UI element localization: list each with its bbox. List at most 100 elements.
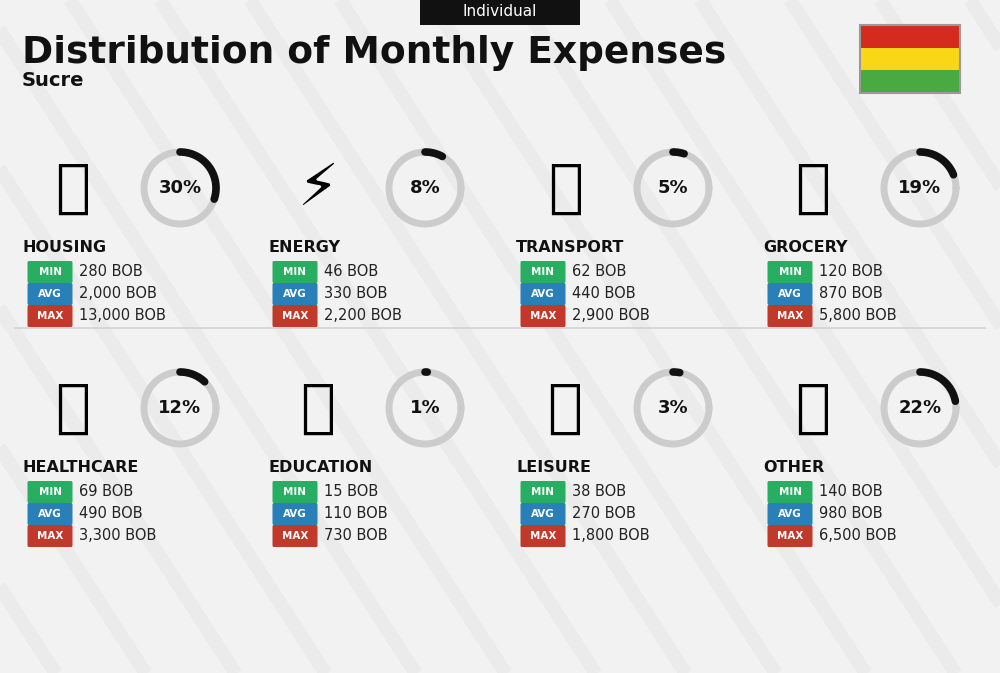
Text: ENERGY: ENERGY	[268, 240, 340, 256]
Text: OTHER: OTHER	[763, 460, 824, 476]
Text: 💰: 💰	[796, 380, 830, 437]
Text: 15 BOB: 15 BOB	[324, 485, 378, 499]
FancyBboxPatch shape	[860, 25, 960, 48]
FancyBboxPatch shape	[28, 283, 72, 305]
Text: TRANSPORT: TRANSPORT	[516, 240, 624, 256]
Text: MIN: MIN	[778, 487, 802, 497]
Text: Distribution of Monthly Expenses: Distribution of Monthly Expenses	[22, 35, 726, 71]
Text: GROCERY: GROCERY	[763, 240, 848, 256]
Text: 46 BOB: 46 BOB	[324, 264, 378, 279]
Text: EDUCATION: EDUCATION	[268, 460, 372, 476]
Text: 730 BOB: 730 BOB	[324, 528, 388, 544]
Text: MIN: MIN	[532, 267, 554, 277]
Text: 270 BOB: 270 BOB	[572, 507, 636, 522]
Text: 13,000 BOB: 13,000 BOB	[79, 308, 166, 324]
Text: HOUSING: HOUSING	[23, 240, 107, 256]
FancyBboxPatch shape	[272, 261, 318, 283]
Text: 1,800 BOB: 1,800 BOB	[572, 528, 650, 544]
Text: AVG: AVG	[283, 509, 307, 519]
FancyBboxPatch shape	[28, 481, 72, 503]
Text: HEALTHCARE: HEALTHCARE	[23, 460, 139, 476]
Text: LEISURE: LEISURE	[516, 460, 591, 476]
Text: 2,000 BOB: 2,000 BOB	[79, 287, 157, 302]
Text: 69 BOB: 69 BOB	[79, 485, 133, 499]
Text: 30%: 30%	[158, 179, 202, 197]
FancyBboxPatch shape	[520, 481, 566, 503]
Text: AVG: AVG	[531, 509, 555, 519]
Text: MAX: MAX	[777, 311, 803, 321]
Text: 🏢: 🏢	[56, 160, 90, 217]
FancyBboxPatch shape	[768, 305, 812, 327]
FancyBboxPatch shape	[520, 525, 566, 547]
FancyBboxPatch shape	[272, 525, 318, 547]
Text: AVG: AVG	[778, 509, 802, 519]
Text: MAX: MAX	[37, 531, 63, 541]
FancyBboxPatch shape	[28, 503, 72, 525]
Text: AVG: AVG	[283, 289, 307, 299]
FancyBboxPatch shape	[768, 283, 812, 305]
Text: 🏥: 🏥	[56, 380, 90, 437]
Text: MIN: MIN	[284, 487, 306, 497]
Text: ⚡: ⚡	[298, 160, 338, 217]
Text: AVG: AVG	[778, 289, 802, 299]
FancyBboxPatch shape	[28, 305, 72, 327]
Text: 6,500 BOB: 6,500 BOB	[819, 528, 897, 544]
FancyBboxPatch shape	[860, 48, 960, 71]
Text: 1%: 1%	[410, 399, 440, 417]
Text: 62 BOB: 62 BOB	[572, 264, 626, 279]
FancyBboxPatch shape	[272, 481, 318, 503]
Text: 🛒: 🛒	[796, 160, 830, 217]
Text: 5%: 5%	[658, 179, 688, 197]
Text: 5,800 BOB: 5,800 BOB	[819, 308, 897, 324]
Text: 980 BOB: 980 BOB	[819, 507, 883, 522]
FancyBboxPatch shape	[768, 503, 812, 525]
Text: AVG: AVG	[531, 289, 555, 299]
FancyBboxPatch shape	[28, 261, 72, 283]
FancyBboxPatch shape	[28, 525, 72, 547]
Text: MIN: MIN	[38, 267, 62, 277]
Text: 280 BOB: 280 BOB	[79, 264, 143, 279]
Text: MIN: MIN	[284, 267, 306, 277]
FancyBboxPatch shape	[272, 503, 318, 525]
Text: Sucre: Sucre	[22, 71, 84, 90]
FancyBboxPatch shape	[520, 283, 566, 305]
Text: 2,900 BOB: 2,900 BOB	[572, 308, 650, 324]
Text: MAX: MAX	[777, 531, 803, 541]
Text: MIN: MIN	[38, 487, 62, 497]
Text: Individual: Individual	[463, 5, 537, 20]
Text: MAX: MAX	[282, 531, 308, 541]
FancyBboxPatch shape	[768, 525, 812, 547]
Text: 🎓: 🎓	[300, 380, 336, 437]
FancyBboxPatch shape	[420, 0, 580, 25]
Text: MIN: MIN	[778, 267, 802, 277]
FancyBboxPatch shape	[768, 261, 812, 283]
FancyBboxPatch shape	[520, 503, 566, 525]
FancyBboxPatch shape	[272, 283, 318, 305]
Text: AVG: AVG	[38, 509, 62, 519]
Text: MIN: MIN	[532, 487, 554, 497]
Text: 🛍️: 🛍️	[548, 380, 584, 437]
Text: 12%: 12%	[158, 399, 202, 417]
Text: MAX: MAX	[282, 311, 308, 321]
Text: 140 BOB: 140 BOB	[819, 485, 883, 499]
Text: 3%: 3%	[658, 399, 688, 417]
Text: 🚌: 🚌	[548, 160, 584, 217]
Text: MAX: MAX	[530, 311, 556, 321]
FancyBboxPatch shape	[520, 305, 566, 327]
FancyBboxPatch shape	[768, 481, 812, 503]
Text: 3,300 BOB: 3,300 BOB	[79, 528, 156, 544]
Text: 110 BOB: 110 BOB	[324, 507, 388, 522]
Text: AVG: AVG	[38, 289, 62, 299]
Text: 38 BOB: 38 BOB	[572, 485, 626, 499]
Text: 330 BOB: 330 BOB	[324, 287, 387, 302]
Text: 22%: 22%	[898, 399, 942, 417]
Text: 870 BOB: 870 BOB	[819, 287, 883, 302]
Text: 440 BOB: 440 BOB	[572, 287, 636, 302]
Text: 120 BOB: 120 BOB	[819, 264, 883, 279]
Text: MAX: MAX	[530, 531, 556, 541]
FancyBboxPatch shape	[272, 305, 318, 327]
Text: MAX: MAX	[37, 311, 63, 321]
FancyBboxPatch shape	[520, 261, 566, 283]
FancyBboxPatch shape	[860, 71, 960, 93]
Text: 490 BOB: 490 BOB	[79, 507, 143, 522]
